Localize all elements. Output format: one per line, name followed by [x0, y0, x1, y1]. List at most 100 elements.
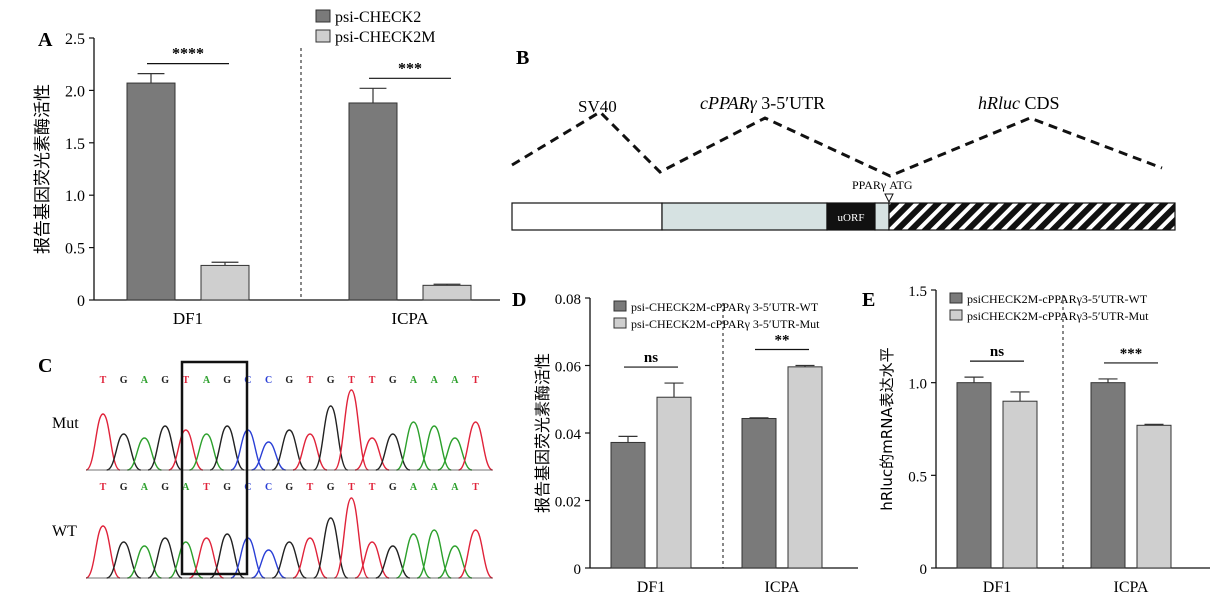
panel-a-y-tick-label: 0 — [77, 293, 85, 310]
panel-d-significance-label: ns — [644, 350, 658, 366]
panel-e: E 0 0.5 1.0 1.5 hRluc的mRNA表达水平 DF1 ns ICPA *** ps… — [862, 284, 1210, 596]
panel-a-bar — [348, 102, 398, 301]
sequence-base: G — [223, 482, 231, 493]
sequence-base: G — [120, 375, 128, 386]
panel-a-bar — [200, 264, 250, 301]
atg-marker-icon — [884, 193, 894, 204]
panel-e-y-tick-label: 0 — [920, 562, 928, 578]
panel-e-legend-entry: psiCHECK2M-cPPARγ3-5′UTR-Mut — [967, 309, 1149, 323]
sequence-base: G — [389, 375, 397, 386]
chromatogram-peak — [85, 525, 121, 579]
panel-e-y-axis-label: hRluc的mRNA表达水平 — [878, 347, 896, 510]
panel-d-y-tick-label: 0.04 — [555, 427, 582, 443]
panel-a: A 0 0.5 1.0 1.5 2.0 2.5 报告基因荧光素酶活性 DF1 **** ICPA *… — [33, 9, 500, 328]
panel-e-category-label: ICPA — [1114, 579, 1149, 596]
panel-b: B SV40 cPPARγ 3-5′UTR hRluc CDS PPARγ AT… — [511, 47, 1176, 231]
sequence-base: T — [100, 482, 107, 493]
segment-cds-label: hRluc CDS — [978, 93, 1060, 113]
panel-d-significance-label: ** — [775, 333, 790, 349]
chromatogram-peak — [251, 441, 286, 471]
panel-e-y-tick-label: 1.0 — [908, 377, 927, 393]
sequence-base: C — [265, 482, 272, 493]
sequence-base: A — [431, 482, 439, 493]
chromatogram-peak — [458, 421, 493, 471]
sequence-base: G — [389, 482, 397, 493]
panel-c-label: C — [38, 355, 52, 377]
sequence-base: A — [141, 482, 149, 493]
panel-e-y-tick-label: 1.5 — [908, 284, 927, 300]
sequence-base: T — [369, 482, 376, 493]
sequence-base: A — [431, 375, 439, 386]
chromatogram-peak — [189, 537, 224, 579]
panel-a-y-tick-label: 2.5 — [65, 31, 85, 48]
sequence-base: T — [182, 375, 189, 386]
panel-e-legend-entry: psiCHECK2M-cPPARγ3-5′UTR-WT — [967, 292, 1148, 306]
panel-d: D 0 0.02 0.04 0.06 0.08 报告基因荧光素酶活性 DF1 ns ICPA **… — [512, 289, 858, 596]
panel-a-y-tick-label: 1.0 — [65, 188, 85, 205]
panel-d-bar — [741, 417, 777, 569]
panel-d-legend-swatch — [613, 317, 627, 329]
chromatogram-peak — [396, 533, 431, 579]
sequence-base: C — [265, 375, 272, 386]
chromatogram-peak — [127, 545, 162, 579]
sequence-base: A — [182, 482, 190, 493]
sequence-base: T — [369, 375, 376, 386]
construct-sv40-block — [511, 202, 663, 231]
panel-d-legend-entry: psi-CHECK2M-cPPARγ 3-5′UTR-Mut — [631, 317, 820, 331]
panel-d-chart: 0 0.02 0.04 0.06 0.08 报告基因荧光素酶活性 DF1 ns ICPA ** ps… — [533, 292, 858, 596]
sequence-base: T — [472, 482, 479, 493]
panel-a-category-label: ICPA — [391, 309, 429, 328]
chromatogram-peak — [85, 413, 121, 471]
panel-d-legend-swatch — [613, 300, 627, 312]
chromatogram-peak — [333, 389, 370, 471]
row-wt-label: WT — [52, 523, 77, 540]
sequence-base: T — [348, 375, 355, 386]
sequence-base: G — [285, 482, 293, 493]
chromatogram-peak — [292, 537, 328, 579]
panel-d-y-axis-label: 报告基因荧光素酶活性 — [533, 353, 552, 513]
panel-d-category-label: DF1 — [637, 579, 665, 596]
sequence-base: T — [100, 375, 107, 386]
panel-a-legend-swatch — [315, 29, 331, 43]
chromatogram-peak — [168, 541, 204, 579]
chromatogram-peak — [127, 437, 162, 471]
chromatogram-peak — [437, 437, 473, 471]
sequence-base: T — [203, 482, 210, 493]
chromatogram-peak — [147, 537, 183, 579]
panel-a-bar — [126, 82, 176, 301]
mutation-highlight-box — [180, 360, 249, 576]
chromatogram-peak — [396, 421, 431, 471]
panel-b-label: B — [516, 47, 529, 69]
panel-e-legend-swatch — [949, 309, 963, 321]
panel-a-bar — [422, 284, 472, 301]
chromatogram-peak — [189, 433, 224, 471]
panel-d-category-label: ICPA — [765, 579, 800, 596]
sequence-base: A — [451, 375, 459, 386]
panel-a-legend-entry: psi-CHECK2M — [335, 29, 435, 46]
chromatogram-peak — [292, 433, 328, 471]
chromatogram-peak — [272, 541, 307, 579]
sequence-base: T — [472, 375, 479, 386]
panel-a-legend-swatch — [315, 9, 331, 23]
panel-e-bar — [1136, 424, 1172, 569]
panel-a-legend-entry: psi-CHECK2 — [335, 9, 421, 26]
panel-e-bar — [956, 382, 992, 569]
panel-e-significance-label: ns — [990, 344, 1004, 360]
construct-connector-line — [511, 110, 1163, 178]
panel-e-y-tick-label: 0.5 — [908, 469, 927, 485]
sequence-base: T — [307, 482, 314, 493]
panel-a-y-tick-label: 1.5 — [65, 136, 85, 153]
panel-d-bar — [656, 396, 692, 569]
panel-d-y-tick-label: 0.02 — [555, 495, 581, 511]
sequence-base: G — [327, 375, 335, 386]
panel-d-label: D — [512, 289, 526, 311]
sequence-base: G — [120, 482, 128, 493]
sequence-base: A — [451, 482, 459, 493]
sequence-base: G — [285, 375, 293, 386]
chromatogram-peak — [437, 545, 473, 579]
panel-e-category-label: DF1 — [983, 579, 1011, 596]
sequence-base: T — [348, 482, 355, 493]
